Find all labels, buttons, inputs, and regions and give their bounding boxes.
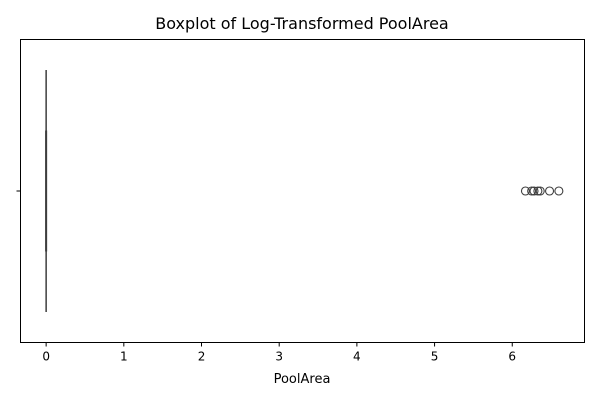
x-tick-label: 5 (431, 350, 439, 364)
outlier-point (535, 186, 545, 196)
x-tick-label: 1 (120, 350, 128, 364)
x-axis-label: PoolArea (274, 372, 331, 387)
outlier-point (529, 186, 539, 196)
outlier-point (544, 186, 555, 196)
x-tick-label: 6 (508, 350, 516, 364)
x-tick-label: 3 (275, 350, 283, 364)
outlier-point (533, 186, 543, 196)
x-tick-label: 2 (198, 350, 206, 364)
x-tick-label: 0 (42, 350, 50, 364)
x-axis-ticks: 0 1 2 3 4 5 6 (42, 342, 516, 364)
x-tick-label: 4 (353, 350, 361, 364)
plot-area (45, 70, 564, 312)
outlier-point (554, 186, 564, 196)
plot-frame (20, 39, 585, 343)
chart-title: Boxplot of Log-Transformed PoolArea (155, 14, 448, 33)
